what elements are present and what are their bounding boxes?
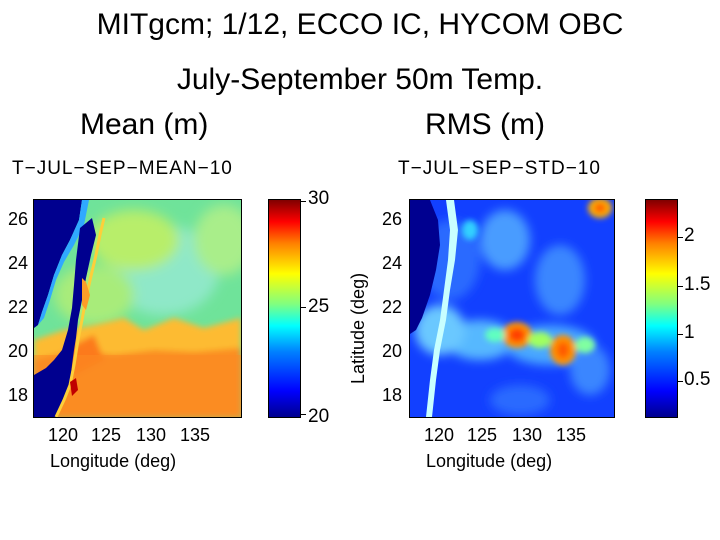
rms-colorbar-tick: 0.5: [684, 369, 711, 390]
rms-x-tick: 130: [512, 425, 543, 445]
rms-y-tick: 20: [382, 341, 403, 361]
rms-y-axis-label: Latitude (deg): [348, 272, 368, 384]
rms-coastline: [410, 200, 440, 334]
mean-y-tick: 26: [8, 209, 29, 229]
rms-y-tick: 26: [382, 209, 403, 229]
mean-colorbar-tick: 30: [308, 188, 330, 209]
rms-temperature-map: [409, 199, 615, 418]
mean-x-tick: 135: [180, 425, 211, 445]
rms-y-tick: 24: [382, 253, 403, 273]
mean-land-mass: [34, 200, 82, 328]
mean-panel-title: T−JUL−SEP−MEAN−10: [12, 158, 233, 179]
rms-x-tick: 135: [556, 425, 587, 445]
rms-x-axis-label: Longitude (deg): [426, 451, 553, 471]
mean-temperature-map: [33, 199, 242, 418]
rms-colorbar-tick: 2: [684, 225, 695, 246]
rms-land-patch: [410, 200, 416, 220]
rms-panel-title: T−JUL−SEP−STD−10: [398, 158, 601, 179]
mean-x-axis-label: Longitude (deg): [50, 451, 177, 471]
mean-x-tick: 130: [136, 425, 167, 445]
rms-colorbar: [645, 199, 678, 418]
mean-y-tick: 20: [8, 341, 29, 361]
mean-y-tick: 18: [8, 385, 29, 405]
rms-x-tick: 120: [424, 425, 455, 445]
mean-label: Mean (m): [80, 108, 209, 141]
mean-colorbar-tick: 20: [308, 406, 330, 427]
mean-y-tick: 22: [8, 297, 29, 317]
rms-y-tick: 18: [382, 385, 403, 405]
rms-colorbar-tick: 1: [684, 322, 695, 343]
rms-x-tick: 125: [467, 425, 498, 445]
figure-title: MITgcm; 1/12, ECCO IC, HYCOM OBC: [96, 8, 624, 41]
rms-colorbar-tick: 1.5: [684, 274, 711, 295]
figure-subtitle: July-September 50m Temp.: [176, 63, 544, 96]
rms-label: RMS (m): [425, 108, 545, 141]
mean-colorbar: [268, 199, 301, 418]
mean-x-tick: 125: [91, 425, 122, 445]
mean-colorbar-tick: 25: [308, 296, 330, 317]
mean-y-tick: 24: [8, 253, 29, 273]
mean-island: [34, 218, 96, 417]
rms-y-tick: 22: [382, 297, 403, 317]
mean-x-tick: 120: [48, 425, 79, 445]
